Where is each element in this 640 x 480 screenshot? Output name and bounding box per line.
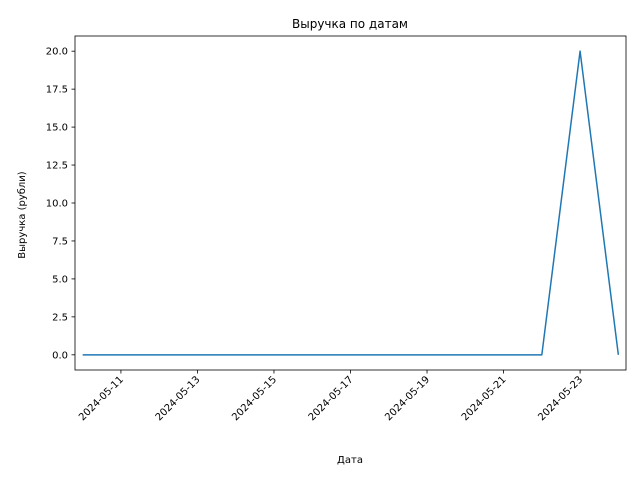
x-axis-title: Дата: [337, 455, 363, 466]
y-tick-label: 12.5: [46, 161, 68, 172]
x-tick-label: 2024-05-23: [536, 374, 585, 423]
plot-frame: [74, 35, 627, 371]
y-axis-title: Выручка (рубли): [17, 171, 28, 259]
y-tick-label: 2.5: [52, 312, 68, 323]
x-tick-label: 2024-05-19: [383, 374, 432, 423]
y-tick-label: 10.0: [46, 199, 68, 210]
x-tick-label: 2024-05-11: [77, 374, 126, 423]
y-tick-label: 17.5: [46, 85, 68, 96]
series-line: [82, 50, 620, 356]
y-tick-label: 7.5: [52, 236, 68, 247]
chart-title: Выручка по датам: [292, 17, 408, 31]
y-tick-label: 5.0: [52, 274, 68, 285]
x-tick-label: 2024-05-21: [460, 374, 509, 423]
y-tick-label: 20.0: [46, 47, 68, 58]
x-tick-label: 2024-05-13: [154, 374, 203, 423]
x-tick-label: 2024-05-17: [307, 374, 356, 423]
y-tick-label: 15.0: [46, 123, 68, 134]
y-tick-label: 0.0: [52, 350, 68, 361]
x-tick-label: 2024-05-15: [230, 374, 279, 423]
